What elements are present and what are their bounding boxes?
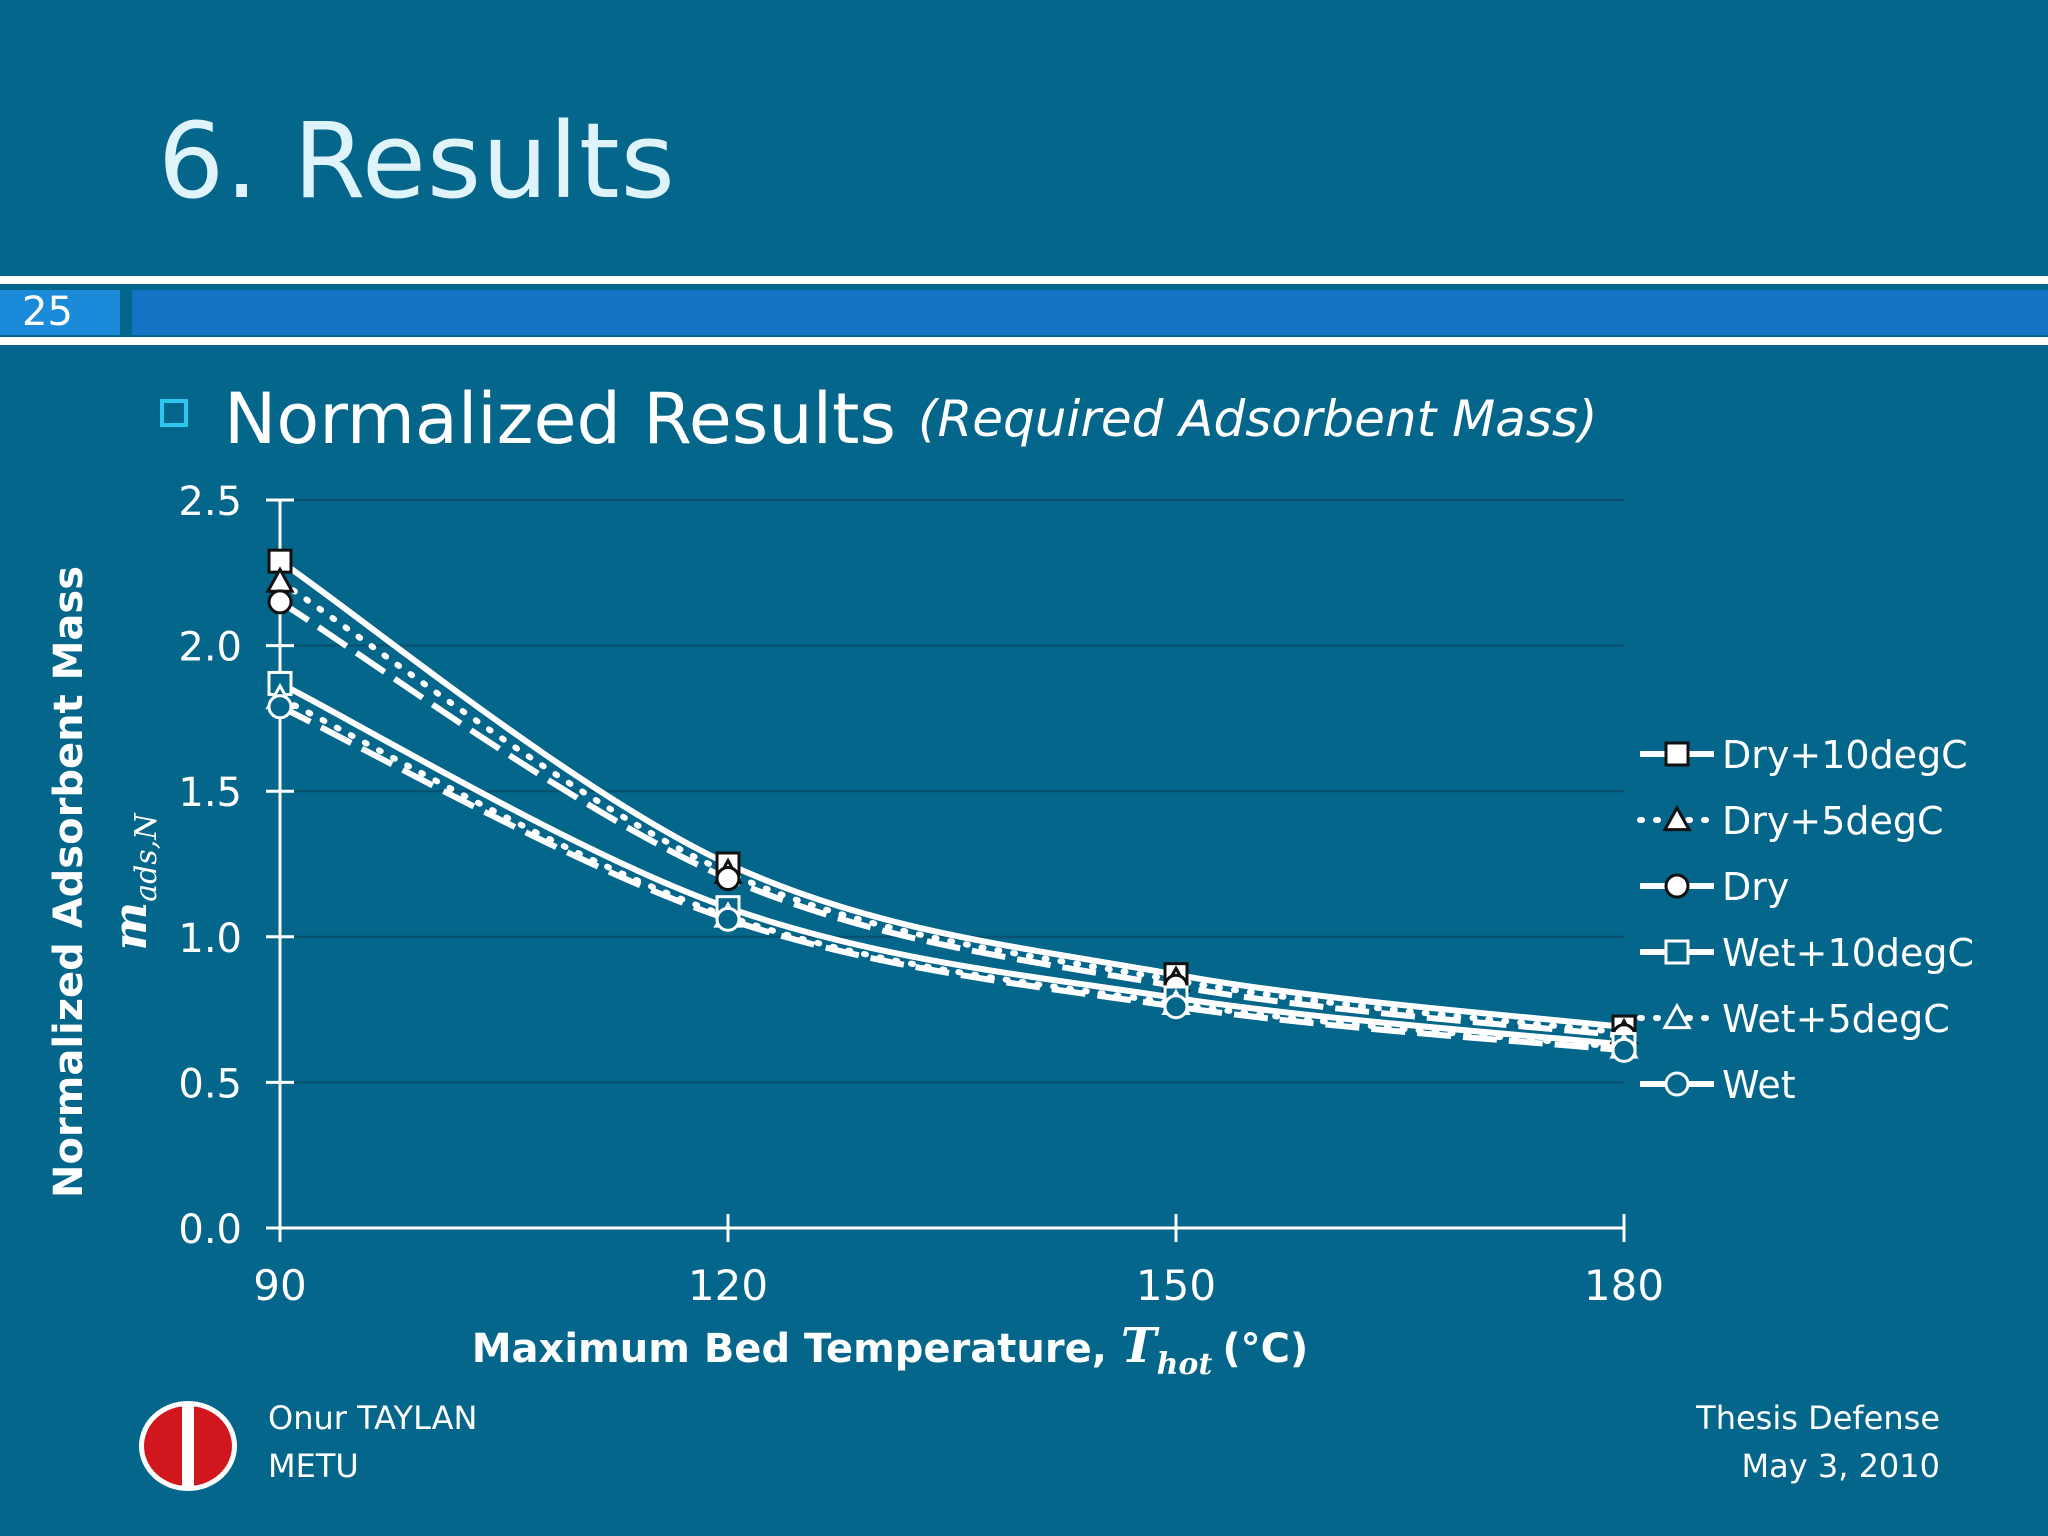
header-rule-top (0, 276, 2048, 284)
slide-title: 6. Results (158, 100, 676, 222)
legend-marker (1664, 873, 1690, 899)
footer-event: Thesis Defense (1696, 1399, 1940, 1437)
x-tick-label: 90 (253, 1261, 306, 1310)
data-point (715, 866, 741, 892)
bullet-subtitle: Normalized Results (Required Adsorbent Ma… (160, 378, 1597, 460)
subtitle-main: Normalized Results (224, 378, 896, 460)
x-axis-label: Maximum Bed Temperature, (472, 1326, 1107, 1372)
data-point (715, 906, 741, 932)
y-tick-label: 2.0 (178, 625, 242, 671)
footer-date: May 3, 2010 (1741, 1447, 1940, 1485)
data-point (1163, 994, 1189, 1020)
x-axis-symbol: T (1121, 1318, 1160, 1374)
x-tick-label: 120 (688, 1261, 768, 1310)
y-axis-symbol-main: m (103, 902, 157, 951)
chart-series (265, 548, 1639, 1063)
y-tick-label: 0.5 (178, 1061, 242, 1107)
chart-ticks: 0.0 0.5 1.0 1.5 2.0 2.5 90 120 150 180 (178, 479, 1664, 1310)
square-bullet-icon (160, 399, 188, 427)
legend-entry-label: Wet+5degC (1722, 997, 1950, 1041)
data-point (1611, 1037, 1637, 1063)
x-axis-unit: (°C) (1222, 1326, 1308, 1372)
header-accent-bar (132, 290, 2048, 335)
series-line-wet-5degc (277, 695, 1627, 1051)
footer-author: Onur TAYLAN (268, 1399, 478, 1437)
header-rule-bottom (0, 337, 2048, 345)
series-line-dry (278, 599, 1625, 1039)
metu-logo (139, 1401, 237, 1491)
x-tick-label: 180 (1584, 1261, 1664, 1310)
legend-entry-label: Wet+10degC (1722, 931, 1974, 975)
y-axis-label: Normalized Adsorbent Mass (46, 566, 92, 1198)
chart-axes (278, 500, 1624, 1230)
y-axis-symbol-sub: ads,N (129, 812, 164, 902)
legend-marker (1664, 1071, 1690, 1097)
legend-marker (1662, 1002, 1692, 1030)
y-tick-label: 1.5 (178, 770, 242, 816)
y-tick-label: 1.0 (178, 916, 242, 962)
x-axis-symbol-sub: hot (1157, 1347, 1213, 1382)
series-line-dry-10degc (278, 558, 1625, 1031)
legend-entry-label: Dry+5degC (1722, 799, 1944, 843)
chart-legend: Dry+10degC Dry+5degC Dry Wet+10degC Wet+5deg… (1637, 733, 1974, 1107)
data-point (267, 589, 293, 615)
y-tick-label: 0.0 (178, 1207, 242, 1253)
footer-institution: METU (268, 1447, 359, 1485)
x-tick-label: 150 (1136, 1261, 1216, 1310)
legend-entry-label: Dry (1722, 865, 1789, 909)
subtitle-note: (Required Adsorbent Mass) (917, 390, 1598, 448)
series-line-wet-10degc (278, 680, 1625, 1048)
page-number: 25 (0, 290, 120, 335)
legend-entry-label: Wet (1722, 1063, 1796, 1107)
y-tick-label: 2.5 (178, 479, 242, 525)
series-line-dry-5degc (277, 578, 1627, 1036)
data-point (267, 694, 293, 720)
legend-entry-label: Dry+10degC (1722, 733, 1968, 777)
series-line-wet (278, 704, 1625, 1054)
legend-marker (1664, 741, 1690, 767)
legend-marker (1662, 804, 1692, 832)
legend-marker (1664, 939, 1690, 965)
footer-author-block: Onur TAYLAN METU (268, 1394, 477, 1490)
x-axis-title: Maximum Bed Temperature, Thot (°C) (472, 1318, 1308, 1382)
y-axis-symbol: mads,N (103, 812, 164, 951)
footer-event-block: Thesis Defense May 3, 2010 (1696, 1394, 1940, 1490)
